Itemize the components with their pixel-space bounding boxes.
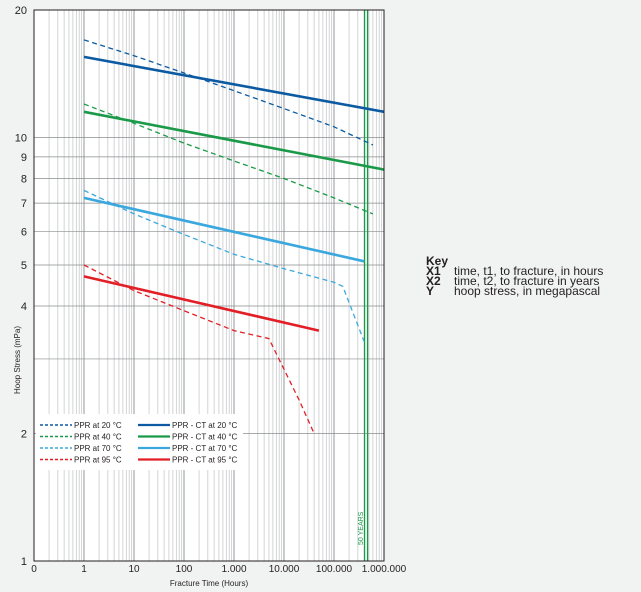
legend-box xyxy=(36,414,243,470)
series-line xyxy=(83,264,315,434)
y-axis-label: Hoop Stress (mPa) xyxy=(13,326,22,394)
fifty-year-marker: 50 YEARS xyxy=(358,10,369,561)
series-line xyxy=(83,39,374,146)
series-line xyxy=(83,189,365,342)
y-tick-label: 1 xyxy=(21,556,27,568)
x-tick-label: 100 xyxy=(176,564,193,575)
key-code: X2 xyxy=(426,274,441,288)
series-line xyxy=(83,196,365,263)
series-lines xyxy=(83,39,385,434)
x-tick-label: 1.000.000 xyxy=(362,564,407,575)
legend-label: PPR at 70 °C xyxy=(74,444,122,453)
y-tick-label: 6 xyxy=(21,226,27,238)
series-line xyxy=(83,275,320,332)
key-code: Y xyxy=(426,284,435,298)
key-item: Y hoop stress, in megapascal xyxy=(426,284,603,298)
key-panel: Key X1 time, t1, to fracture, in hours X… xyxy=(426,254,604,298)
y-tick-labels: 1 2 4 5 6 7 8 9 10 20 xyxy=(15,5,27,568)
y-tick-label: 5 xyxy=(21,260,27,272)
key-code: X1 xyxy=(426,264,441,278)
legend-label: PPR at 95 °C xyxy=(74,456,122,465)
x-tick-label: 1 xyxy=(81,564,87,575)
x-tick-labels: 0 1 10 100 1.000 10.000 100.000 1.000.000 xyxy=(31,564,406,575)
legend-label: PPR - CT at 95 °C xyxy=(172,456,238,465)
x-tick-label: 1.000 xyxy=(221,564,246,575)
plot-frame xyxy=(33,9,385,562)
legend: PPR at 20 °C PPR at 40 °C PPR at 70 °C PPR … xyxy=(36,414,243,470)
series-line xyxy=(83,110,385,171)
x-tick-label: 100.000 xyxy=(316,564,353,575)
x-axis-label: Fracture Time (Hours) xyxy=(170,579,249,588)
series-line xyxy=(83,55,385,114)
y-tick-label: 7 xyxy=(21,198,27,210)
fifty-year-label: 50 YEARS xyxy=(358,511,365,545)
y-tick-label: 8 xyxy=(21,174,27,186)
y-tick-label: 4 xyxy=(21,301,27,313)
series-line xyxy=(83,103,374,215)
y-tick-label: 10 xyxy=(15,132,27,144)
y-tick-label: 2 xyxy=(21,429,27,441)
legend-label: PPR at 40 °C xyxy=(74,433,122,442)
x-tick-label: 10 xyxy=(128,564,140,575)
legend-label: PPR - CT at 70 °C xyxy=(172,444,238,453)
key-item: X2 time, t2, to fracture in years xyxy=(426,274,603,288)
y-tick-label: 20 xyxy=(15,5,27,17)
x-tick-label: 0 xyxy=(31,564,37,575)
legend-label: PPR - CT at 20 °C xyxy=(172,421,238,430)
key-title: Key xyxy=(426,254,449,268)
key-description: hoop stress, in megapascal xyxy=(454,284,601,298)
key-description: time, t1, to fracture, in hours xyxy=(454,264,604,278)
key-item: X1 time, t1, to fracture, in hours xyxy=(426,264,604,278)
x-tick-label: 10.000 xyxy=(269,564,300,575)
y-tick-label: 9 xyxy=(21,152,27,164)
legend-label: PPR - CT at 40 °C xyxy=(172,433,238,442)
key-description: time, t2, to fracture in years xyxy=(454,274,600,288)
legend-label: PPR at 20 °C xyxy=(74,421,122,430)
